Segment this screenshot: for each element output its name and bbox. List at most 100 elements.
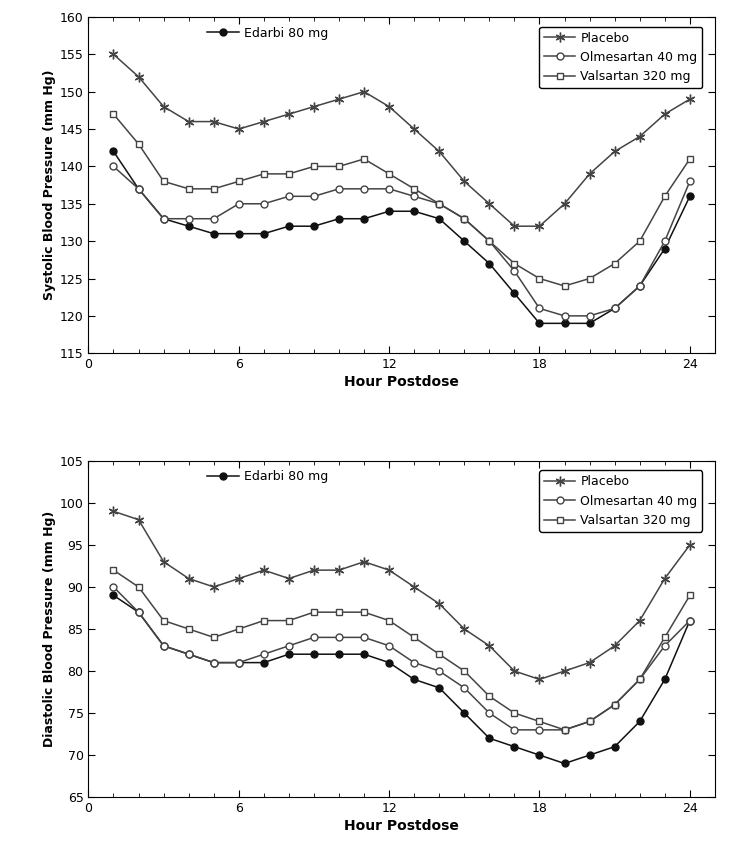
Valsartan 320 mg [234, 624, 243, 634]
Olmesartan 40 mg [660, 236, 669, 246]
Olmesartan 40 mg [109, 161, 118, 171]
Edarbi 80 mg [284, 221, 293, 232]
Olmesartan 40 mg [259, 649, 268, 659]
Olmesartan 40 mg [385, 184, 394, 194]
Placebo [335, 94, 343, 104]
Placebo [510, 666, 519, 676]
Valsartan 320 mg [184, 184, 193, 194]
Olmesartan 40 mg [535, 304, 544, 314]
Placebo [535, 674, 544, 684]
Valsartan 320 mg [284, 616, 293, 626]
Legend: Placebo, Olmesartan 40 mg, Valsartan 320 mg: Placebo, Olmesartan 40 mg, Valsartan 320… [539, 471, 702, 532]
Edarbi 80 mg [385, 206, 394, 216]
Valsartan 320 mg [259, 616, 268, 626]
Placebo [635, 131, 644, 142]
Placebo [209, 116, 218, 126]
Olmesartan 40 mg [310, 633, 318, 643]
Valsartan 320 mg [435, 649, 444, 659]
Placebo [560, 666, 569, 676]
Valsartan 320 mg [535, 717, 544, 727]
Edarbi 80 mg [635, 281, 644, 291]
Line: Olmesartan 40 mg: Olmesartan 40 mg [110, 583, 694, 734]
Olmesartan 40 mg [385, 641, 394, 651]
Placebo [535, 221, 544, 232]
Valsartan 320 mg [635, 236, 644, 246]
Olmesartan 40 mg [460, 683, 469, 693]
Valsartan 320 mg [360, 153, 368, 164]
Placebo [610, 147, 619, 157]
Edarbi 80 mg [485, 734, 494, 744]
Edarbi 80 mg [234, 657, 243, 667]
Edarbi 80 mg [360, 649, 368, 659]
Edarbi 80 mg [134, 184, 143, 194]
Olmesartan 40 mg [209, 657, 218, 667]
Olmesartan 40 mg [585, 717, 594, 727]
Valsartan 320 mg [209, 184, 218, 194]
Edarbi 80 mg [435, 683, 444, 693]
Olmesartan 40 mg [259, 198, 268, 209]
Placebo [284, 109, 293, 120]
Valsartan 320 mg [685, 153, 694, 164]
Edarbi 80 mg [410, 674, 419, 684]
Legend: Placebo, Olmesartan 40 mg, Valsartan 320 mg: Placebo, Olmesartan 40 mg, Valsartan 320… [539, 26, 702, 88]
Valsartan 320 mg [310, 161, 318, 171]
Placebo [560, 198, 569, 209]
Placebo [435, 599, 444, 609]
Placebo [385, 565, 394, 575]
Edarbi 80 mg [535, 750, 544, 760]
Edarbi 80 mg [510, 288, 519, 298]
Edarbi 80 mg [610, 742, 619, 752]
Olmesartan 40 mg [134, 184, 143, 194]
Valsartan 320 mg [485, 691, 494, 701]
Olmesartan 40 mg [585, 310, 594, 321]
Placebo [109, 49, 118, 59]
Placebo [460, 624, 469, 634]
Valsartan 320 mg [184, 624, 193, 634]
Placebo [585, 657, 594, 667]
Olmesartan 40 mg [234, 198, 243, 209]
Line: Edarbi 80 mg: Edarbi 80 mg [110, 148, 694, 326]
Placebo [159, 556, 168, 566]
Valsartan 320 mg [134, 139, 143, 149]
Y-axis label: Systolic Blood Pressure (mm Hg): Systolic Blood Pressure (mm Hg) [43, 70, 55, 300]
Edarbi 80 mg [335, 649, 343, 659]
Valsartan 320 mg [610, 700, 619, 710]
Placebo [485, 198, 494, 209]
Olmesartan 40 mg [335, 184, 343, 194]
Edarbi 80 mg [585, 750, 594, 760]
Placebo [310, 565, 318, 575]
Valsartan 320 mg [385, 169, 394, 179]
Valsartan 320 mg [159, 616, 168, 626]
Valsartan 320 mg [585, 717, 594, 727]
X-axis label: Hour Postdose: Hour Postdose [344, 376, 459, 389]
Edarbi 80 mg [460, 708, 469, 718]
Edarbi 80 mg [385, 657, 394, 667]
Olmesartan 40 mg [159, 641, 168, 651]
Edarbi 80 mg [310, 221, 318, 232]
Placebo [635, 616, 644, 626]
Olmesartan 40 mg [635, 674, 644, 684]
Placebo [685, 540, 694, 550]
Edarbi 80 mg [360, 214, 368, 224]
Edarbi 80 mg [435, 214, 444, 224]
Edarbi 80 mg [410, 206, 419, 216]
Valsartan 320 mg [385, 616, 394, 626]
Edarbi 80 mg [184, 221, 193, 232]
Olmesartan 40 mg [159, 214, 168, 224]
Placebo [385, 102, 394, 112]
Edarbi 80 mg [209, 229, 218, 239]
Edarbi 80 mg [310, 649, 318, 659]
Edarbi 80 mg [159, 214, 168, 224]
Edarbi 80 mg [660, 674, 669, 684]
Valsartan 320 mg [284, 169, 293, 179]
Olmesartan 40 mg [610, 304, 619, 314]
Edarbi 80 mg [560, 758, 569, 768]
Placebo [660, 109, 669, 120]
Valsartan 320 mg [209, 633, 218, 643]
Line: Valsartan 320 mg: Valsartan 320 mg [110, 566, 694, 734]
Valsartan 320 mg [560, 281, 569, 291]
Olmesartan 40 mg [410, 191, 419, 201]
Edarbi 80 mg [184, 649, 193, 659]
Line: Placebo: Placebo [108, 49, 695, 231]
Edarbi 80 mg [335, 214, 343, 224]
